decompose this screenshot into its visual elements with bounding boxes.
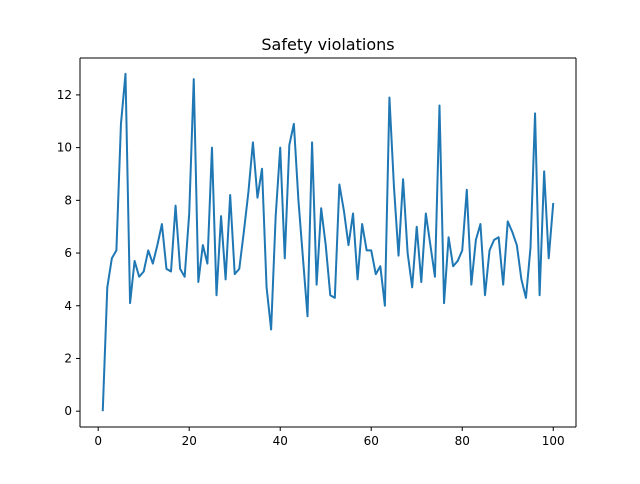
y-tick-label: 12	[57, 88, 72, 102]
x-tick-label: 40	[273, 434, 288, 448]
plot-area: 0 20 40 60 80 100 0 2 4 6 8 10 12	[57, 57, 577, 448]
x-tick-label: 100	[542, 434, 565, 448]
y-tick-label: 10	[57, 141, 72, 155]
series-line	[101, 72, 555, 412]
x-tick-label: 20	[182, 434, 197, 448]
x-tick-label: 60	[364, 434, 379, 448]
x-tick-label: 0	[94, 434, 102, 448]
y-tick-label: 6	[64, 246, 72, 260]
chart-title: Safety violations	[261, 35, 394, 54]
y-tick-label: 2	[64, 351, 72, 365]
y-tick-label: 8	[64, 193, 72, 207]
y-tick-label: 4	[64, 299, 72, 313]
y-tick-label: 0	[64, 404, 72, 418]
x-tick-label: 80	[455, 434, 470, 448]
